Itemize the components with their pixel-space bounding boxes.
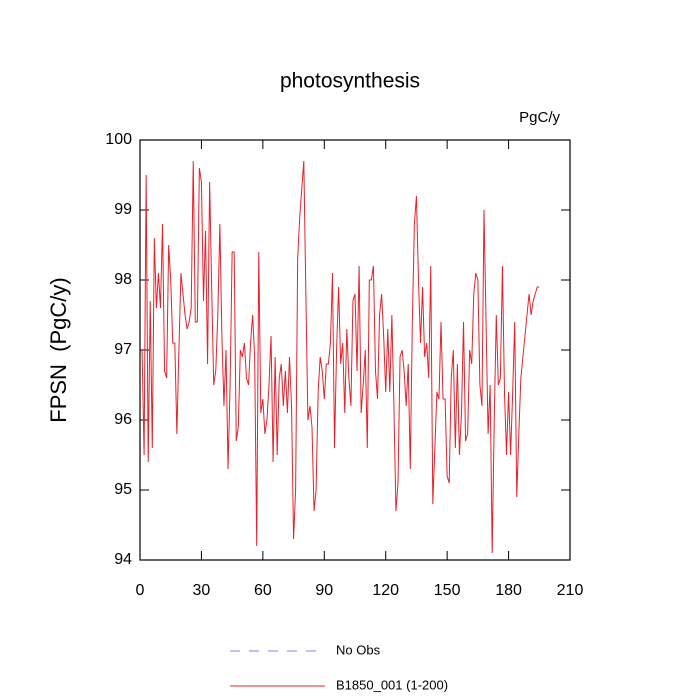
y-tick-label: 94 (114, 551, 132, 568)
x-tick-label: 90 (315, 582, 333, 599)
x-tick-label: 120 (372, 582, 399, 599)
x-tick-label: 150 (434, 582, 461, 599)
x-tick-label: 60 (254, 582, 272, 599)
y-axis-label: FPSN (PgC/y) (46, 277, 71, 422)
legend-label: No Obs (336, 642, 381, 657)
y-tick-label: 95 (114, 481, 132, 498)
legend-label: B1850_001 (1-200) (336, 677, 448, 692)
x-tick-label: 0 (136, 582, 145, 599)
x-tick-label: 180 (495, 582, 522, 599)
data-line (141, 160, 540, 554)
units-label: PgC/y (519, 109, 560, 126)
y-tick-label: 100 (105, 131, 132, 148)
y-tick-label: 99 (114, 201, 132, 218)
chart-title: photosynthesis (280, 70, 420, 93)
y-tick-label: 97 (114, 341, 132, 358)
x-tick-label: 210 (557, 582, 584, 599)
y-tick-label: 96 (114, 411, 132, 428)
y-tick-label: 98 (114, 271, 132, 288)
x-tick-label: 30 (193, 582, 211, 599)
